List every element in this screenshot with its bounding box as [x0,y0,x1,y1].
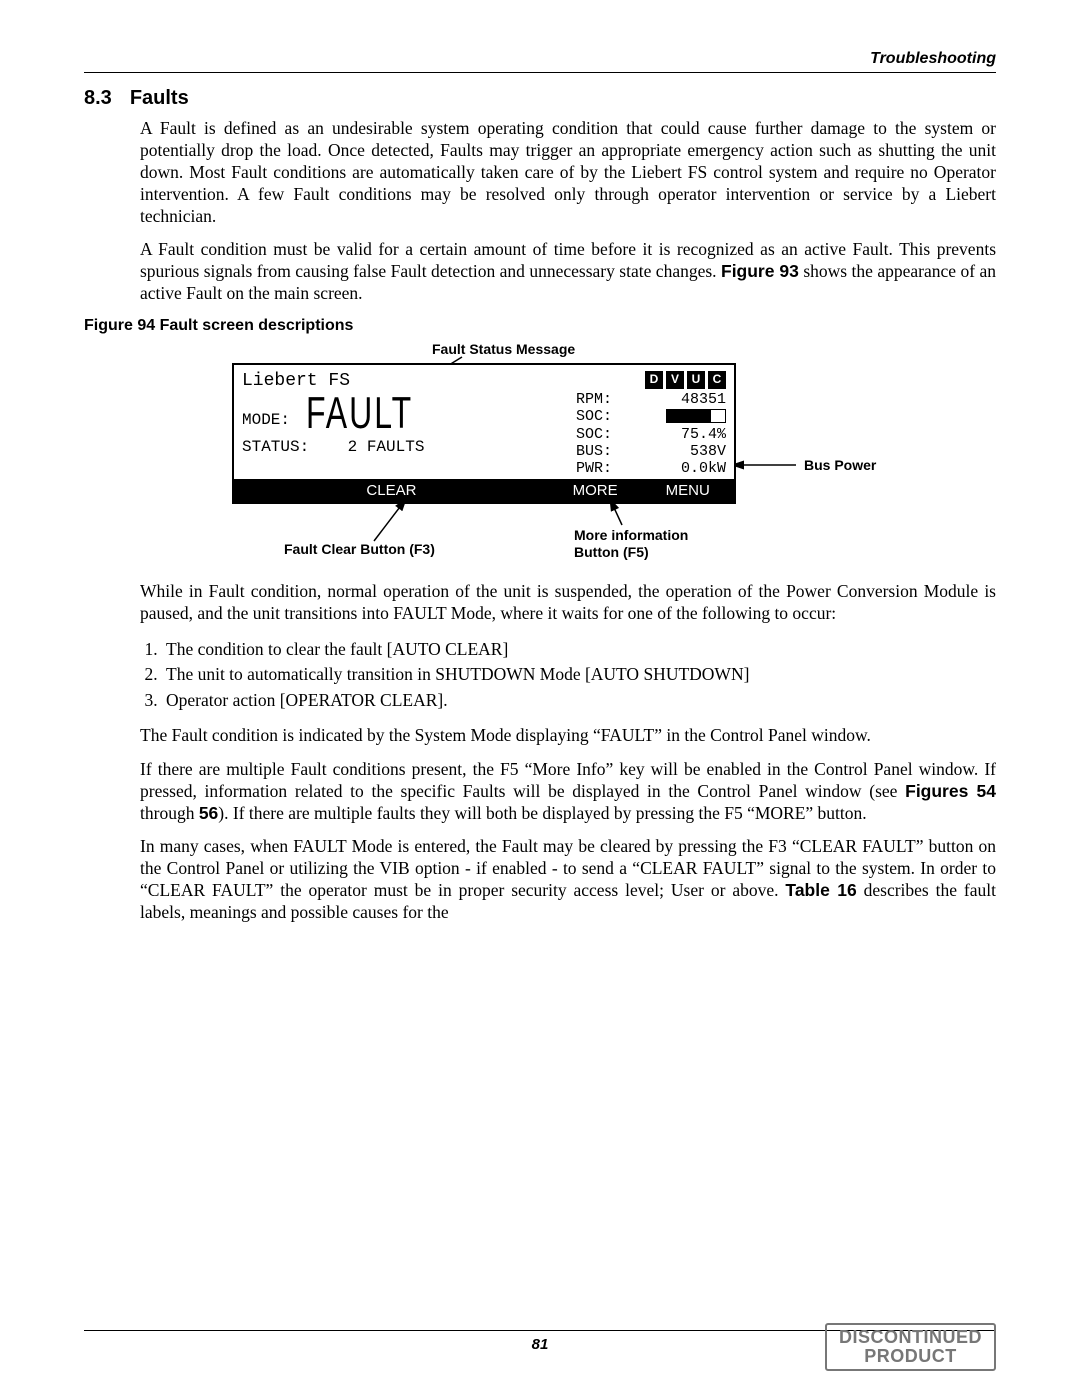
bus-label: BUS: [576,443,612,460]
breadcrumb: Troubleshooting [84,50,996,68]
list-item: The condition to clear the fault [AUTO C… [162,637,996,662]
pwr-value: 0.0kW [681,460,726,477]
section-heading: 8.3 Faults [84,87,996,110]
para-2: A Fault condition must be valid for a ce… [140,239,996,305]
callout-bus-power: Bus Power [804,457,876,474]
discontinued-stamp: DISCONTINUEDPRODUCT [825,1323,996,1371]
pill-c: C [708,371,726,389]
para-3: While in Fault condition, normal operati… [140,581,996,625]
bus-value: 538V [690,443,726,460]
list-item: The unit to automatically transition in … [162,662,996,687]
pill-d: D [645,371,663,389]
section-number: 8.3 [84,87,112,110]
button-bar: CLEAR MORE MENU [234,479,734,502]
rpm-label: RPM: [576,391,612,408]
soc-bar-label: SOC: [576,408,612,425]
rpm-value: 48351 [681,391,726,408]
figure-94: Fault Status Message Bus Power Fault Cle… [84,341,996,571]
top-rule [84,72,996,73]
control-panel-screen: Liebert FS MODE: FAULT STATUS: 2 FAULTS … [232,363,736,504]
status-label: STATUS: [242,438,309,456]
status-value: 2 FAULTS [348,438,425,456]
para-6: In many cases, when FAULT Mode is entere… [140,836,996,924]
soc-bar [666,409,726,423]
soc-pct-label: SOC: [576,426,612,443]
soc-pct-value: 75.4% [681,426,726,443]
mode-value: FAULT [306,388,413,440]
callout-more-info: More informationButton (F5) [574,527,688,561]
pwr-label: PWR: [576,460,612,477]
callout-fault-status: Fault Status Message [432,341,575,358]
more-button[interactable]: MORE [549,479,642,502]
indicator-pills: D V U C [576,371,726,389]
pill-v: V [666,371,684,389]
para-1: A Fault is defined as an undesirable sys… [140,118,996,227]
section-title: Faults [130,87,189,110]
menu-button[interactable]: MENU [641,479,734,502]
mode-label: MODE: [242,411,290,429]
callout-clear-button: Fault Clear Button (F3) [284,541,435,558]
fault-list: The condition to clear the fault [AUTO C… [140,637,996,713]
pill-u: U [687,371,705,389]
clear-button[interactable]: CLEAR [345,479,438,502]
figure-caption: Figure 94 Fault screen descriptions [84,317,996,335]
list-item: Operator action [OPERATOR CLEAR]. [162,688,996,713]
para-5: If there are multiple Fault conditions p… [140,759,996,825]
para-4: The Fault condition is indicated by the … [140,725,996,747]
